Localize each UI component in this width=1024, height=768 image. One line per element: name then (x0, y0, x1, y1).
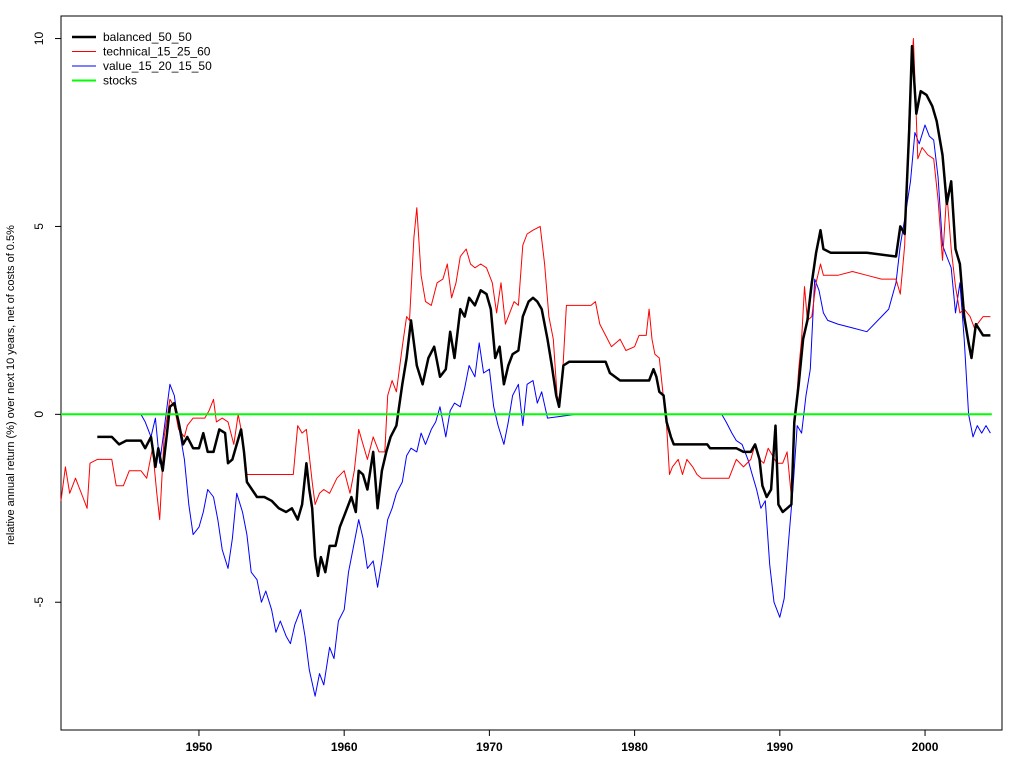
x-tick-label: 2000 (912, 740, 939, 754)
legend-label-technical_15_25_60: technical_15_25_60 (103, 45, 211, 59)
y-axis-label: relative annual return (%) over next 10 … (5, 225, 17, 545)
x-tick-label: 1990 (766, 740, 793, 754)
legend-label-balanced_50_50: balanced_50_50 (103, 30, 192, 44)
legend-label-stocks: stocks (103, 74, 137, 88)
y-tick-label: 0 (32, 411, 46, 418)
x-tick-label: 1970 (476, 740, 503, 754)
series-line-balanced_50_50 (97, 44, 991, 578)
x-tick-label: 1950 (186, 740, 213, 754)
y-tick-label: 5 (32, 223, 46, 230)
series-line-value_15_20_15_50 (97, 124, 991, 697)
y-tick-label: -5 (32, 597, 46, 608)
x-tick-label: 1980 (621, 740, 648, 754)
plot-area: 1950 1960 1970 1980 1990 2000 -5 0 5 10 balanced_5… (32, 15, 1003, 754)
legend-label-value_15_20_15_50: value_15_20_15_50 (103, 59, 212, 73)
x-tick-label: 1960 (331, 740, 358, 754)
plot-frame (60, 15, 1003, 731)
legend: balanced_50_50technical_15_25_60value_15… (72, 30, 212, 88)
y-tick-label: 10 (32, 32, 46, 46)
